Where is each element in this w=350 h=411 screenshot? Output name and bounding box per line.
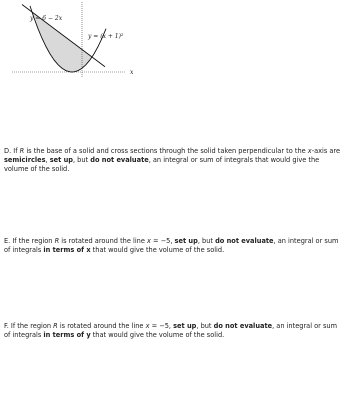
text-segment: that would give the volume of the solid.: [90, 331, 225, 339]
text-segment: , but: [196, 322, 214, 330]
text-segment: = −5,: [149, 322, 174, 330]
axis-label: x: [130, 69, 134, 76]
text-segment: -axis are: [311, 147, 341, 155]
figure: y = 6 − 2x y = (x + 1)² x: [12, 2, 134, 78]
text-segment: semicircles: [4, 156, 46, 164]
region: [32, 12, 92, 72]
text-segment: do not evaluate: [213, 322, 273, 330]
text-segment: x: [147, 237, 151, 245]
text-segment: , an integral or sum of integrals: [4, 322, 337, 339]
text-segment: in terms of x: [43, 246, 91, 254]
text-segment: x: [307, 147, 312, 155]
text-segment: that would give the volume of the solid.: [90, 246, 225, 254]
text-segment: do not evaluate: [90, 156, 149, 164]
parabola: [29, 5, 107, 73]
text-segment: x: [145, 322, 150, 330]
text-segment: is rotated around the line: [57, 322, 146, 330]
text-segment: in terms of y: [43, 331, 91, 339]
text-segment: ,: [45, 156, 50, 164]
text-segment: = −5,: [150, 237, 175, 245]
text-segment: is rotated around the line: [59, 237, 147, 245]
text-segment: , an integral or sum of integrals: [4, 237, 339, 254]
text-segment: E. If the region: [4, 237, 55, 245]
line-curve: [21, 4, 106, 68]
curve-label: y = (x + 1)²: [87, 33, 124, 40]
text-segment: R: [19, 147, 25, 155]
question: F. If the region R is rotated around the…: [4, 322, 344, 340]
text-segment: , but: [197, 237, 216, 245]
question: D. If R is the base of a solid and cross…: [4, 147, 344, 174]
question: E. If the region R is rotated around the…: [4, 237, 344, 255]
text-segment: set up: [173, 322, 197, 330]
text-segment: , an integral or sum of integrals that w…: [4, 156, 320, 173]
line-label: y = 6 − 2x: [29, 15, 63, 22]
text-segment: F. If the region: [4, 322, 54, 330]
text-segment: , but: [72, 156, 91, 164]
text-segment: set up: [174, 237, 198, 245]
text-segment: R: [53, 322, 58, 330]
text-segment: set up: [49, 156, 73, 164]
text-segment: is the base of a solid and cross section…: [24, 147, 308, 155]
text-segment: do not evaluate: [215, 237, 274, 245]
text-segment: R: [54, 237, 60, 245]
text-segment: D. If: [4, 147, 20, 155]
